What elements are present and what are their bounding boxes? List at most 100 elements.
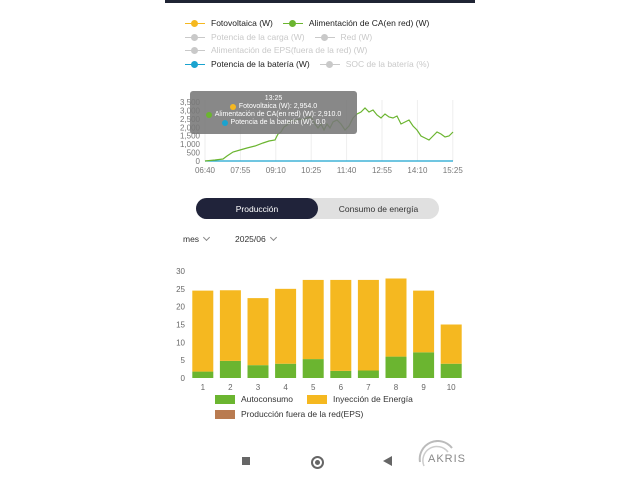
nav-home-button[interactable] [311, 456, 324, 469]
legend-grid-label: Red (W) [340, 32, 373, 42]
back-triangle-icon [383, 456, 392, 466]
legend-soc-label: SOC de la batería (%) [345, 59, 430, 69]
grid-swatch-icon [314, 33, 335, 41]
legend-grid[interactable]: Red (W) [314, 32, 373, 42]
bar-segment[interactable] [275, 363, 297, 378]
bar-segment[interactable] [413, 290, 435, 353]
bar-legend-injection[interactable]: Inyección de Energía [307, 394, 413, 404]
self-consumption-swatch-icon [215, 394, 235, 404]
bar-segment[interactable] [330, 370, 352, 378]
line-chart-y-tick: 1,500 [180, 132, 201, 141]
square-icon [242, 457, 250, 465]
line-chart-x-tick: 11:40 [337, 166, 357, 175]
legend-row-4: Potencia de la batería (W) SOC de la bat… [185, 59, 439, 69]
monthly-production-bar-chart[interactable]: 0 5 10 15 20 25 30 1 2 3 4 5 6 7 8 9 10 [165, 262, 475, 397]
tab-production[interactable]: Producción [196, 198, 318, 219]
bar-legend-eps[interactable]: Producción fuera de la red(EPS) [215, 409, 363, 419]
tooltip-ac-text: Alimentación de CA(en red) (W): 2,910.0 [214, 111, 342, 118]
chevron-down-icon [269, 233, 277, 242]
line-chart-x-tick: 12:55 [372, 166, 393, 175]
bar-chart-x-tick: 4 [283, 383, 288, 392]
line-chart-x-tick: 15:25 [443, 166, 464, 175]
bar-segment[interactable] [219, 290, 241, 361]
legend-soc[interactable]: SOC de la batería (%) [319, 59, 430, 69]
legend-battery[interactable]: Potencia de la batería (W) [185, 59, 310, 69]
load-swatch-icon [185, 33, 205, 41]
legend-eps[interactable]: Alimentación de EPS(fuera de la red) (W) [185, 45, 367, 55]
bar-chart-x-tick: 10 [447, 383, 456, 392]
bar-segment[interactable] [385, 356, 407, 378]
line-chart-y-tick: 500 [187, 149, 201, 158]
line-chart-x-tick: 07:55 [230, 166, 251, 175]
battery-dot-icon [221, 119, 228, 126]
tooltip-time: 13:25 [264, 95, 283, 102]
production-consumption-toggle: Producción Consumo de energía [196, 198, 439, 219]
bar-segment[interactable] [385, 278, 407, 357]
line-chart-y-tick: 1,000 [180, 140, 201, 149]
bar-segment[interactable] [275, 288, 297, 364]
tooltip-row-battery: Potencia de la batería (W): 0.0 [190, 119, 357, 126]
legend-eps-production-label: Producción fuera de la red(EPS) [241, 409, 364, 419]
bar-segment[interactable] [413, 352, 435, 378]
bar-segment[interactable] [192, 290, 214, 372]
bar-legend-self-consumption[interactable]: Autoconsumo [215, 394, 293, 404]
bar-segment[interactable] [302, 359, 324, 378]
date-select-value: 2025/06 [235, 234, 266, 244]
tooltip-row-solar: Fotovoltaica (W): 2,954.0 [190, 103, 357, 110]
svg-text:AKRIS: AKRIS [428, 453, 466, 465]
line-chart-x-tick: 10:25 [301, 166, 322, 175]
battery-swatch-icon [185, 60, 205, 68]
chevron-down-icon [203, 233, 211, 242]
akris-logo: AKRIS [418, 440, 466, 467]
legend-eps-label: Alimentación de EPS(fuera de la red) (W) [211, 45, 368, 55]
legend-solar-label: Fotovoltaica (W) [211, 18, 273, 28]
nav-recents-button[interactable] [242, 456, 250, 465]
legend-row-2: Potencia de la carga (W) Red (W) [185, 32, 382, 42]
period-select[interactable]: mes [183, 233, 211, 244]
bar-chart-y-tick: 10 [176, 338, 185, 347]
bar-chart-y-tick: 15 [176, 321, 185, 330]
date-select[interactable]: 2025/06 [235, 233, 277, 244]
period-select-value: mes [183, 234, 200, 244]
legend-injection-label: Inyección de Energía [333, 394, 413, 404]
legend-ac[interactable]: Alimentación de CA(en red) (W) [282, 18, 429, 28]
bar-chart-y-tick: 20 [176, 303, 185, 312]
bar-chart-y-tick: 30 [176, 267, 185, 276]
legend-load[interactable]: Potencia de la carga (W) [185, 32, 305, 42]
bar-chart-x-tick: 2 [228, 383, 233, 392]
eps-swatch-icon [185, 46, 205, 54]
bar-chart-x-tick: 3 [256, 383, 261, 392]
bar-segment[interactable] [219, 360, 241, 378]
bar-chart-x-tick: 1 [201, 383, 206, 392]
status-bar [165, 0, 475, 3]
legend-solar[interactable]: Fotovoltaica (W) [185, 18, 273, 28]
solar-dot-icon [229, 103, 236, 110]
bar-chart-y-tick: 5 [181, 356, 186, 365]
tab-energy-consumption[interactable]: Consumo de energía [338, 203, 419, 214]
bar-segment[interactable] [357, 279, 379, 371]
bar-segment[interactable] [247, 298, 269, 366]
bar-chart-x-tick: 9 [421, 383, 426, 392]
tooltip-battery-text: Potencia de la batería (W): 0.0 [230, 119, 326, 126]
ac-dot-icon [205, 111, 212, 118]
line-chart-y-tick: 0 [196, 157, 201, 166]
bar-segment[interactable] [302, 279, 324, 360]
legend-row-1: Fotovoltaica (W) Alimentación de CA(en r… [185, 18, 439, 28]
bar-chart-x-tick: 7 [366, 383, 371, 392]
tooltip-solar-text: Fotovoltaica (W): 2,954.0 [238, 103, 318, 110]
bar-chart-x-tick: 5 [311, 383, 316, 392]
legend-self-consumption-label: Autoconsumo [241, 394, 293, 404]
legend-load-label: Potencia de la carga (W) [211, 32, 305, 42]
bar-segment[interactable] [357, 370, 379, 378]
bar-chart-y-tick: 25 [176, 285, 185, 294]
bar-segment[interactable] [330, 279, 352, 371]
nav-back-button[interactable] [383, 456, 392, 466]
bar-segment[interactable] [440, 324, 462, 364]
bar-segment[interactable] [440, 363, 462, 378]
home-circle-icon [311, 456, 324, 469]
bar-chart-y-tick: 0 [181, 374, 186, 383]
bar-segment[interactable] [247, 365, 269, 378]
line-chart-x-tick: 06:40 [195, 166, 216, 175]
solar-swatch-icon [185, 19, 205, 27]
bar-segment[interactable] [192, 371, 214, 378]
